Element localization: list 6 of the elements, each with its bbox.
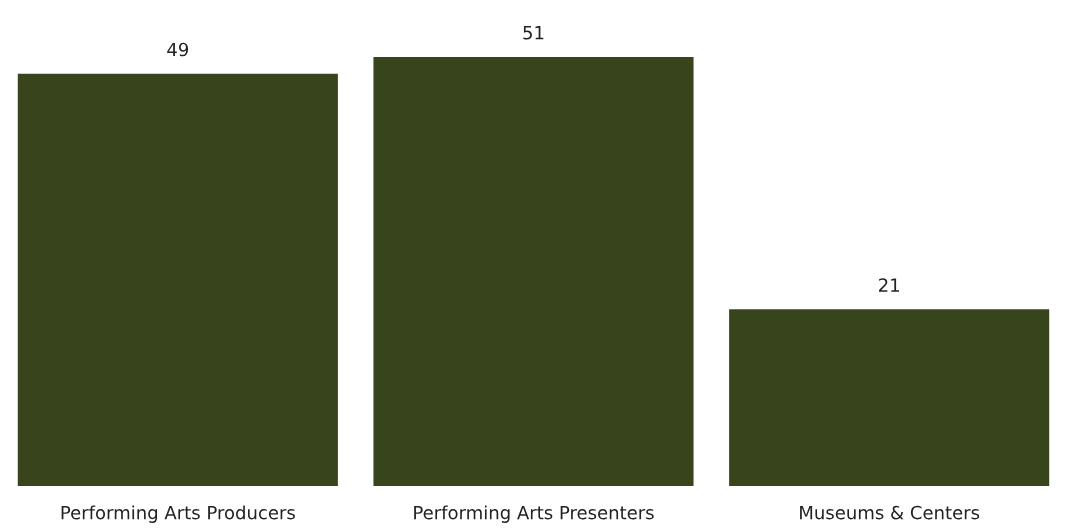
x-tick-label: Performing Arts Presenters bbox=[414, 505, 654, 523]
x-tick-label: Museums & Centers bbox=[800, 505, 980, 520]
data-label: 51 bbox=[523, 26, 544, 40]
x-tick-label: Performing Arts Producers bbox=[61, 505, 295, 523]
data-label: 49 bbox=[167, 42, 189, 57]
data-label: 21 bbox=[879, 278, 899, 292]
